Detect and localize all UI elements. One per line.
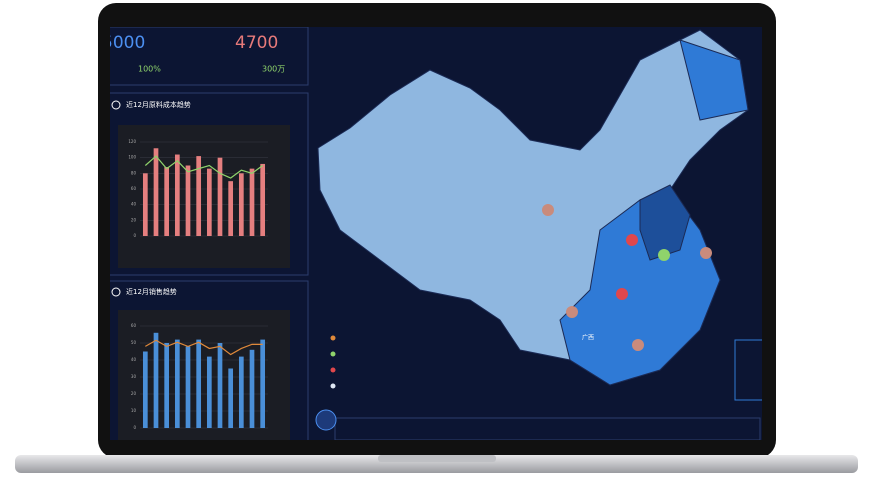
screen: 5000 4700 100% 300万 近12月原料成本趋势 近12月销售趋势 …: [102, 27, 762, 440]
map-marker: [542, 204, 554, 216]
bar: [249, 349, 255, 428]
bar: [249, 168, 255, 236]
y-tick-label: 20: [131, 391, 137, 396]
y-tick-label: 40: [131, 202, 137, 207]
bar: [185, 165, 191, 236]
bar: [196, 156, 202, 236]
bar: [164, 343, 170, 428]
panel-title: 近12月销售趋势: [126, 287, 177, 296]
kpi-value: 5000: [102, 33, 145, 53]
bar: [174, 154, 180, 236]
y-tick-label: 0: [133, 425, 136, 430]
map-region: [639, 184, 691, 261]
panel-title: 近12月原料成本趋势: [126, 100, 191, 109]
legend-dot: [330, 335, 336, 341]
panel: [110, 92, 309, 276]
bar: [174, 339, 180, 428]
y-tick-label: 30: [131, 374, 137, 379]
map-marker: [700, 247, 712, 259]
bar: [238, 356, 244, 428]
y-tick-label: 100: [128, 155, 136, 160]
bar: [206, 168, 212, 236]
bar: [217, 343, 223, 428]
line-series: [144, 155, 264, 179]
y-tick-label: 80: [131, 170, 137, 175]
panel-icon: [111, 100, 121, 110]
bar: [142, 173, 148, 236]
map-marker: [626, 234, 638, 246]
ticker-icon: [315, 409, 337, 431]
y-tick-label: 60: [131, 186, 137, 191]
map-marker: [566, 306, 578, 318]
bar: [142, 351, 148, 428]
y-tick-label: 50: [131, 340, 137, 345]
bar: [196, 339, 202, 428]
bar: [228, 368, 234, 428]
bar: [260, 339, 266, 428]
y-tick-label: 60: [131, 323, 137, 328]
kpi-panel: [110, 27, 309, 86]
bar: [153, 148, 159, 236]
kpi-value: 100%: [138, 65, 161, 74]
kpi-value: 4700: [235, 33, 278, 53]
map-label: 广西: [582, 334, 594, 342]
y-tick-label: 120: [128, 139, 136, 144]
map-marker: [658, 249, 670, 261]
notch: [378, 455, 496, 462]
bar: [260, 163, 266, 236]
bar: [164, 167, 170, 236]
ticker-bar: [334, 417, 761, 440]
map-region: [679, 39, 749, 121]
bar: [153, 332, 159, 428]
line-series: [145, 339, 263, 356]
map-marker: [632, 339, 644, 351]
bar: [238, 173, 244, 236]
bar: [185, 346, 191, 428]
laptop-base: [15, 455, 858, 473]
y-tick-label: 20: [131, 217, 137, 222]
map-marker: [616, 288, 628, 300]
legend-dot: [330, 351, 336, 357]
kpi-value: 300万: [262, 65, 285, 74]
legend-dot: [330, 367, 336, 373]
bar: [206, 356, 212, 428]
y-tick-label: 40: [131, 357, 137, 362]
legend-dot: [330, 383, 336, 389]
panel-icon: [111, 287, 121, 297]
y-tick-label: 10: [131, 408, 137, 413]
panel: [110, 280, 309, 440]
inset-map: [734, 339, 762, 401]
bar: [228, 181, 234, 236]
y-tick-label: 0: [133, 233, 136, 238]
bar: [217, 157, 223, 236]
